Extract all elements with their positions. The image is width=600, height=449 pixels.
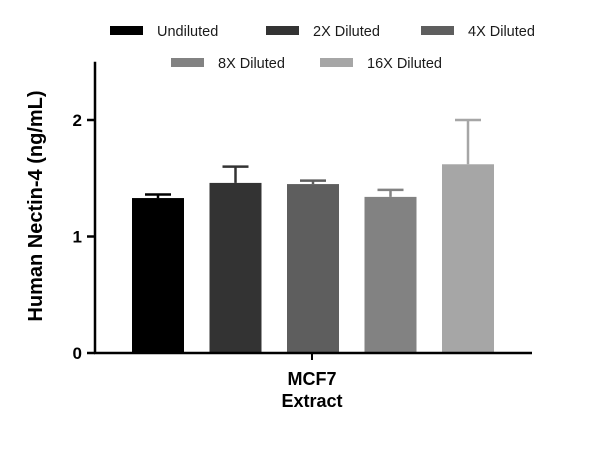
legend-label: 4X Diluted: [468, 24, 535, 40]
bars: [132, 164, 494, 353]
y-axis-title: Human Nectin-4 (ng/mL): [25, 90, 47, 321]
legend-swatch: [110, 26, 143, 35]
legend-label: 8X Diluted: [218, 56, 285, 72]
bar: [132, 198, 184, 353]
y-tick-label: 2: [73, 111, 82, 130]
category-label: Extract: [281, 391, 342, 411]
bar: [364, 196, 417, 353]
bar: [287, 184, 339, 353]
legend-label: Undiluted: [157, 24, 218, 40]
y-tick-label: 1: [73, 228, 82, 247]
error-bars: [145, 118, 481, 199]
bar: [442, 164, 494, 353]
legend-swatch: [171, 58, 204, 67]
legend-swatch: [266, 26, 299, 35]
legend-swatch: [421, 26, 454, 35]
legend: Undiluted 2X Diluted 4X Diluted 8X Diluted 1…: [110, 24, 535, 72]
legend-swatch: [320, 58, 353, 67]
y-tick-label: 0: [73, 344, 82, 363]
axes: 0 1 2: [73, 61, 532, 363]
legend-label: 2X Diluted: [313, 24, 380, 40]
category-label: MCF7: [288, 369, 337, 389]
legend-label: 16X Diluted: [367, 56, 442, 72]
bar: [209, 182, 262, 353]
